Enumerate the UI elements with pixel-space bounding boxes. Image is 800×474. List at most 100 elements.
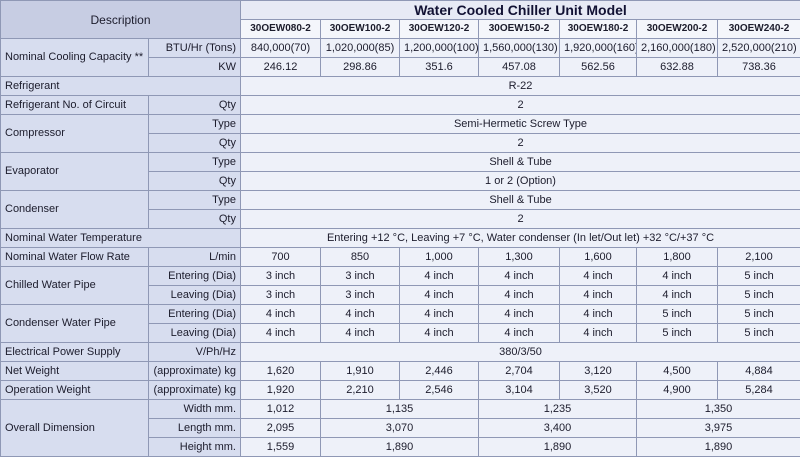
table-cell: 1,559 (240, 437, 321, 457)
table-row: Nominal Cooling Capacity ** BTU/Hr (Tons… (0, 38, 800, 77)
table-cell: 1,135 (320, 399, 479, 419)
table-cell: 3,975 (635, 418, 800, 438)
table-row: Leaving (Dia) 3 inch 3 inch 4 inch 4 inc… (1, 285, 800, 305)
table-row: Nominal Water Flow Rate L/min 700 850 1,… (0, 247, 800, 267)
unit-label: Width mm. (148, 399, 241, 419)
table-cell: 4 inch (399, 266, 479, 286)
table-cell: 1,020,000(85) (320, 38, 400, 58)
op-weight-label: Operation Weight (0, 380, 149, 400)
table-cell: 4,884 (716, 361, 800, 381)
table-cell: 2,520,000(210) (716, 38, 800, 58)
table-cell: 380/3/50 (239, 342, 800, 362)
table-row: Evaporator Type Shell & Tube (0, 152, 800, 191)
table-cell: 5 inch (716, 323, 800, 343)
table-cell: 246.12 (240, 57, 321, 77)
table-row: Electrical Power Supply V/Ph/Hz 380/3/50 (0, 342, 800, 362)
table-cell: 1,560,000(130) (478, 38, 560, 58)
unit-label: Leaving (Dia) (148, 323, 241, 343)
table-cell: 4 inch (399, 285, 479, 305)
table-cell: 2,546 (399, 380, 479, 400)
table-row: Qty 2 (1, 209, 800, 229)
table-cell: 4 inch (559, 323, 637, 343)
unit-label: L/min (148, 247, 241, 267)
unit-label: Entering (Dia) (148, 304, 241, 324)
table-cell: 2 (239, 95, 800, 115)
table-cell: 3,070 (320, 418, 479, 438)
table-cell: 5 inch (716, 285, 800, 305)
table-row: Length mm. 2,095 3,070 3,400 3,975 (1, 418, 800, 438)
table-cell: Semi-Hermetic Screw Type (239, 114, 800, 134)
circuit-label: Refrigerant No. of Circuit (0, 95, 149, 115)
table-cell: 1 or 2 (Option) (239, 171, 800, 191)
table-cell: 1,235 (478, 399, 637, 419)
table-cell: R-22 (239, 76, 800, 96)
table-cell: 1,000 (399, 247, 479, 267)
table-cell: 4 inch (478, 304, 560, 324)
model-header: 30OEW100-2 (320, 19, 400, 39)
table-cell: 1,920,000(160) (559, 38, 637, 58)
table-cell: Shell & Tube (239, 190, 800, 210)
table-cell: 2,160,000(180) (636, 38, 718, 58)
capacity-label: Nominal Cooling Capacity ** (0, 38, 149, 77)
description-header: Description (0, 0, 241, 39)
table-cell: 700 (240, 247, 321, 267)
unit-label: Entering (Dia) (148, 266, 241, 286)
table-row: Qty 1 or 2 (Option) (1, 171, 800, 191)
table-row: Net Weight (approximate) kg 1,620 1,910 … (0, 361, 800, 381)
chilled-pipe-label: Chilled Water Pipe (0, 266, 149, 305)
power-label: Electrical Power Supply (0, 342, 149, 362)
table-cell: 4 inch (240, 304, 321, 324)
table-cell: 4 inch (559, 304, 637, 324)
table-cell: 1,890 (320, 437, 479, 457)
table-cell: 4 inch (399, 304, 479, 324)
table-cell: 3,120 (559, 361, 637, 381)
table-cell: 1,200,000(100) (399, 38, 479, 58)
table-row: Leaving (Dia) 4 inch 4 inch 4 inch 4 inc… (1, 323, 800, 343)
model-header: 30OEW150-2 (478, 19, 560, 39)
table-title: Water Cooled Chiller Unit Model (239, 0, 800, 20)
dimension-label: Overall Dimension (0, 399, 149, 457)
unit-label: Type (148, 114, 241, 134)
table-row: Refrigerant No. of Circuit Qty 2 (0, 95, 800, 115)
unit-label: V/Ph/Hz (148, 342, 241, 362)
table-cell: 850 (320, 247, 400, 267)
table-cell: 2,100 (716, 247, 800, 267)
table-cell: 840,000(70) (240, 38, 321, 58)
table-cell: 2,446 (399, 361, 479, 381)
table-cell: 5 inch (716, 266, 800, 286)
table-cell: 2,210 (320, 380, 400, 400)
unit-label: Length mm. (148, 418, 241, 438)
table-cell: 4 inch (478, 285, 560, 305)
table-cell: 1,890 (635, 437, 800, 457)
table-cell: 632.88 (636, 57, 718, 77)
table-cell: 4 inch (320, 323, 400, 343)
model-header: 30OEW180-2 (559, 19, 637, 39)
table-cell: 1,890 (478, 437, 637, 457)
table-row: Compressor Type Semi-Hermetic Screw Type (0, 114, 800, 153)
evaporator-label: Evaporator (0, 152, 149, 191)
unit-label: (approximate) kg (148, 380, 241, 400)
model-header: 30OEW240-2 (716, 19, 800, 39)
table-row: Refrigerant R-22 (0, 76, 800, 96)
table-row: Nominal Water Temperature Entering +12 °… (0, 228, 800, 248)
model-header: 30OEW200-2 (636, 19, 718, 39)
table-cell: 3 inch (320, 266, 400, 286)
table-cell: 4 inch (559, 266, 637, 286)
table-cell: 1,600 (559, 247, 637, 267)
table-cell: 5 inch (636, 304, 718, 324)
table-cell: 351.6 (399, 57, 479, 77)
model-header: 30OEW120-2 (399, 19, 479, 39)
table-row: Condenser Water Pipe Entering (Dia) 4 in… (0, 304, 800, 343)
table-cell: 4 inch (478, 323, 560, 343)
unit-label: KW (148, 57, 241, 77)
table-cell: 1,012 (240, 399, 321, 419)
table-row: Qty 2 (1, 133, 800, 153)
table-cell: Shell & Tube (239, 152, 800, 172)
table-cell: 5,284 (716, 380, 800, 400)
table-cell: 5 inch (636, 323, 718, 343)
table-cell: 4 inch (636, 285, 718, 305)
table-cell: 562.56 (559, 57, 637, 77)
condenser-pipe-label: Condenser Water Pipe (0, 304, 149, 343)
table-cell: 738.36 (716, 57, 800, 77)
unit-label: BTU/Hr (Tons) (148, 38, 241, 58)
